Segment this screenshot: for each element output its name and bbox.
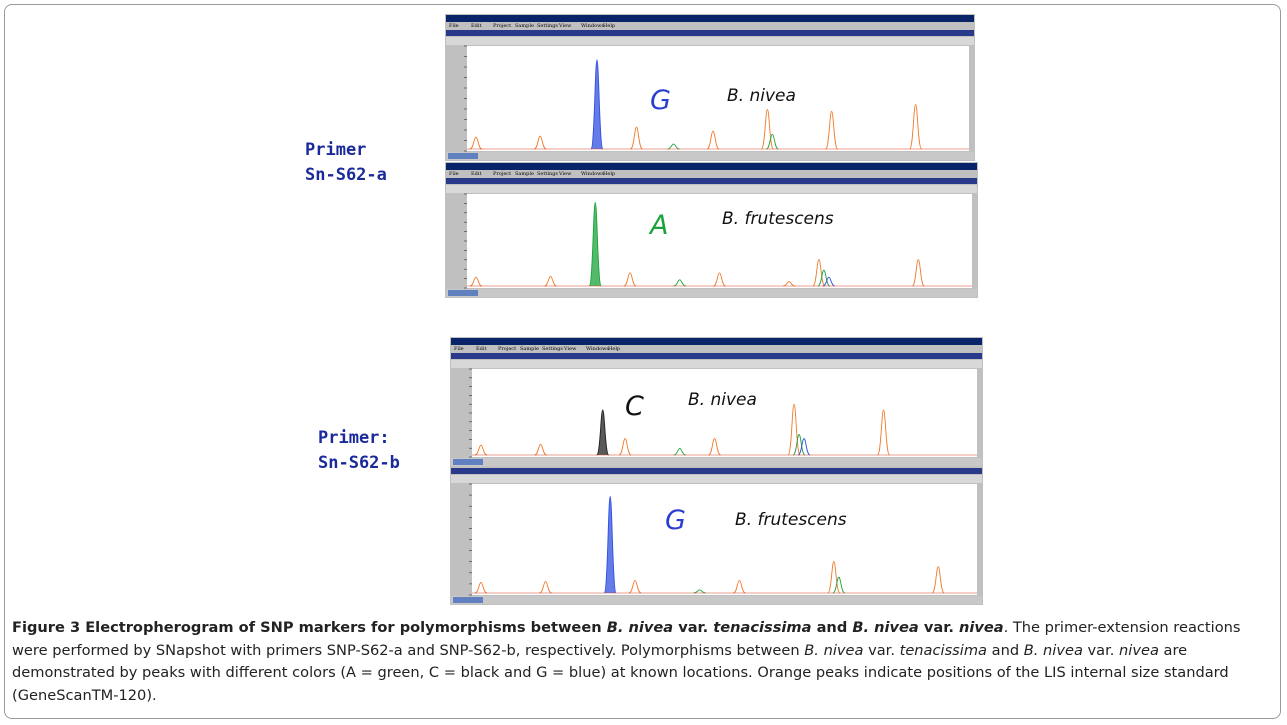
menu-item: Edit (471, 171, 481, 177)
dye-buttons (448, 153, 478, 159)
menu-item: Help (608, 346, 620, 352)
menu-item: File (454, 346, 464, 352)
app-window: G B. frutescens (450, 467, 983, 605)
caption-text: B. nivea (607, 619, 673, 636)
menu-item: Edit (476, 346, 486, 352)
menu-item: View (558, 23, 572, 29)
title-bar (446, 163, 977, 170)
primer-label: Primer: (318, 428, 390, 448)
status-bar (446, 152, 974, 160)
dye-buttons (448, 290, 478, 296)
species-label: B. frutescens (722, 209, 834, 229)
primer-label: Primer (305, 140, 366, 160)
caption-text: var. (863, 642, 899, 659)
caption-text: var. (1083, 642, 1119, 659)
plot-area (472, 484, 977, 595)
dye-buttons (453, 597, 483, 603)
ruler (451, 475, 982, 483)
plot-area (472, 369, 977, 457)
figure: Primer Sn-S62-a Primer: Sn-S62-b File Edi… (0, 0, 1287, 610)
menu-item: Sample (515, 171, 534, 177)
caption-text: Figure 3 Electropherogram of SNP markers… (12, 619, 607, 636)
plot-area (467, 194, 972, 288)
menu-item: Settings (537, 23, 558, 29)
ruler (451, 360, 982, 368)
caption-text: nivea (959, 619, 1004, 636)
menu-item: File (449, 23, 459, 29)
menu-item: Sample (515, 23, 534, 29)
menu-item: Windows (581, 171, 604, 177)
menu-item: Windows (581, 23, 604, 29)
caption-text: B. nivea (1024, 642, 1083, 659)
species-label: B. nivea (688, 390, 757, 410)
primer-label: Sn-S62-a (305, 165, 387, 185)
document-title-bar (451, 468, 982, 474)
menu-item: View (558, 171, 572, 177)
species-label: B. nivea (727, 86, 796, 106)
menu-item: Help (603, 171, 615, 177)
caption-text: var. (919, 619, 959, 636)
caption-text: var. (673, 619, 713, 636)
title-bar (451, 338, 982, 345)
menu-item: Project (493, 171, 511, 177)
document-title-bar (446, 178, 977, 184)
menu-item: Project (493, 23, 511, 29)
menu-item: Settings (537, 171, 558, 177)
caption-text: tenacissima (900, 642, 987, 659)
menu-item: Project (498, 346, 516, 352)
menu-item: View (563, 346, 577, 352)
ruler (446, 37, 974, 45)
menu-item: Edit (471, 23, 481, 29)
document-title-bar (451, 353, 982, 359)
base-call: G (650, 85, 671, 116)
primer-label: Sn-S62-b (318, 453, 400, 473)
base-call: A (648, 210, 668, 241)
menu-item: File (449, 171, 459, 177)
title-bar (446, 15, 974, 22)
menu-item: Help (603, 23, 615, 29)
ruler (446, 185, 977, 193)
caption-text: B. nivea (804, 642, 863, 659)
caption-text: and (987, 642, 1024, 659)
status-bar (451, 596, 982, 604)
caption-text: nivea (1119, 642, 1159, 659)
plot-area (467, 46, 969, 151)
base-call: G (665, 505, 686, 536)
caption-text: B. nivea (852, 619, 918, 636)
dye-buttons (453, 459, 483, 465)
caption-text: tenacissima (713, 619, 811, 636)
status-bar (451, 458, 982, 466)
menu-item: Sample (520, 346, 539, 352)
base-call: C (625, 391, 644, 422)
document-title-bar (446, 30, 974, 36)
caption-text: and (812, 619, 853, 636)
species-label: B. frutescens (735, 510, 847, 530)
status-bar (446, 289, 977, 297)
menu-item: Windows (586, 346, 609, 352)
page: Primer Sn-S62-a Primer: Sn-S62-b File Edi… (0, 0, 1287, 725)
menu-item: Settings (542, 346, 563, 352)
caption: Figure 3 Electropherogram of SNP markers… (12, 617, 1274, 707)
